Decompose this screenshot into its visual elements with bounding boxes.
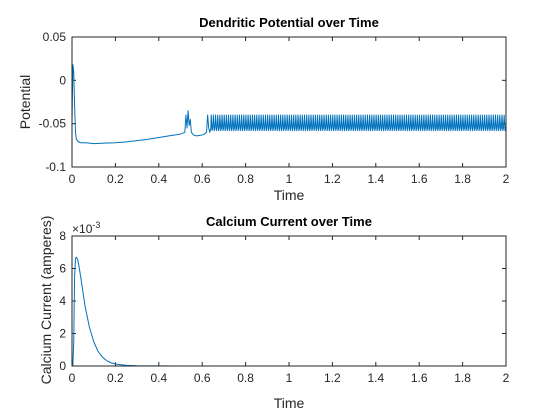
calcium-xlabel: Time: [274, 395, 305, 411]
x-tick-label: 0: [69, 371, 76, 385]
x-tick-label: 1: [286, 172, 293, 186]
x-tick-label: 0.4: [150, 371, 167, 385]
x-tick-label: 1.8: [454, 371, 471, 385]
potential-ylabel: Potential: [17, 75, 33, 129]
potential-axes-box: [71, 36, 507, 168]
multiplier-base: 10: [79, 222, 93, 236]
x-tick-label: 0.8: [237, 172, 254, 186]
potential-plot: Dendritic Potential over Time Potential …: [17, 15, 510, 203]
calcium-title: Calcium Current over Time: [206, 214, 372, 229]
x-tick-label: 0.4: [150, 172, 167, 186]
potential-xlabel: Time: [274, 187, 305, 203]
y-tick-label: 2: [59, 327, 66, 341]
y-tick-label: 6: [59, 262, 66, 276]
x-tick-label: 0.8: [237, 371, 254, 385]
x-tick-label: 1: [286, 371, 293, 385]
x-tick-label: 0.6: [194, 371, 211, 385]
y-tick-label: 4: [59, 294, 66, 308]
x-tick-label: 2: [503, 172, 510, 186]
calcium-axes-box: [71, 235, 507, 367]
calcium-plot: Calcium Current over Time Calcium Curren…: [38, 214, 510, 411]
x-tick-label: 1.6: [411, 172, 428, 186]
y-tick-label: 8: [59, 229, 66, 243]
y-tick-label: -0.05: [39, 117, 67, 131]
x-tick-label: 1.2: [324, 371, 341, 385]
potential-title: Dendritic Potential over Time: [199, 15, 379, 30]
x-tick-label: 2: [503, 371, 510, 385]
x-tick-label: 0.6: [194, 172, 211, 186]
y-tick-label: 0: [59, 359, 66, 373]
x-tick-label: 1.6: [411, 371, 428, 385]
x-tick-label: 1.4: [367, 172, 384, 186]
multiplier-exponent: -3: [92, 220, 100, 230]
x-tick-label: 1.4: [367, 371, 384, 385]
x-tick-label: 0.2: [107, 172, 124, 186]
multiplier-sign: ×: [72, 222, 79, 236]
calcium-y-multiplier: ×10-3: [72, 220, 100, 236]
potential-series-line: [71, 64, 507, 145]
y-tick-label: 0: [59, 73, 66, 87]
y-tick-label: -0.1: [45, 160, 66, 174]
calcium-ylabel: Calcium Current (amperes): [38, 216, 54, 385]
x-tick-label: 0.2: [107, 371, 124, 385]
x-tick-label: 0: [69, 172, 76, 186]
x-tick-label: 1.2: [324, 172, 341, 186]
x-tick-label: 1.8: [454, 172, 471, 186]
y-tick-label: 0.05: [43, 30, 67, 44]
